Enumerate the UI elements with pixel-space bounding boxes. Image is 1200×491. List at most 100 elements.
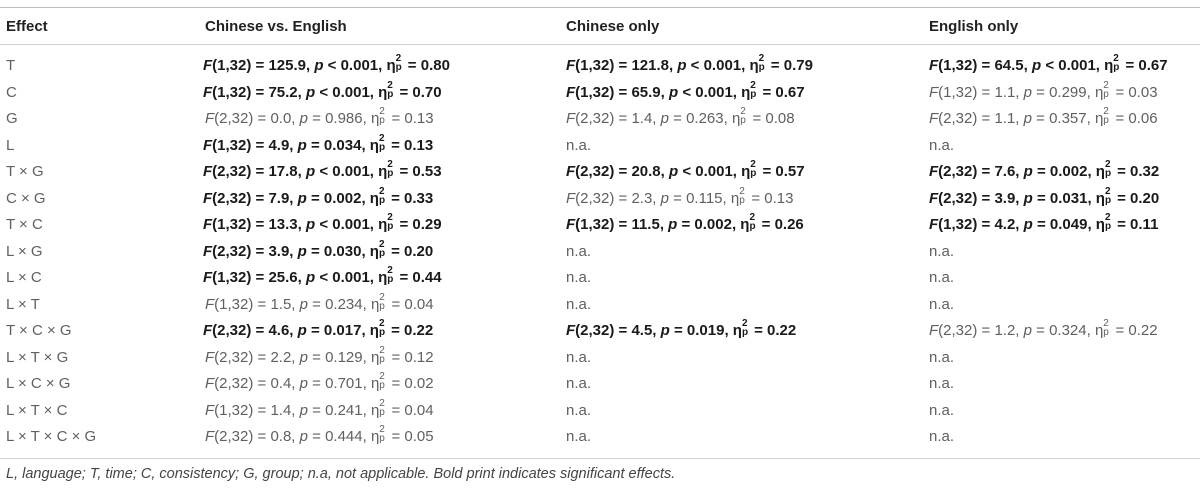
eta-char: η xyxy=(369,322,379,339)
eta-subscript: p xyxy=(1103,327,1109,338)
eta-char: η xyxy=(741,163,751,180)
eta-subscript: p xyxy=(1103,115,1109,126)
effect-label: L × C xyxy=(6,269,42,286)
eta-char: η xyxy=(1094,322,1104,339)
stat-df: (1,32) = 11.5, xyxy=(575,216,669,233)
effect-label: L × T × C × G xyxy=(6,428,97,445)
stat-p: p xyxy=(1023,216,1033,233)
stat-F: F xyxy=(566,322,576,339)
stat-F: F xyxy=(203,83,213,101)
stat-p: p xyxy=(299,348,308,366)
stat-ptext: = 0.031, xyxy=(1032,189,1096,207)
stat-cell: n.a. xyxy=(566,348,592,366)
eta-superscript: 2 xyxy=(1113,53,1119,64)
eta-superscript: 2 xyxy=(740,106,746,117)
effect-label: L × T × G xyxy=(6,348,69,366)
eta-subscript: p xyxy=(387,168,394,179)
stat-ptext: = 0.241, xyxy=(307,401,371,419)
table-header-row: Effect Chinese vs. English Chinese only … xyxy=(0,16,1200,38)
eta-subscript: p xyxy=(740,115,746,126)
effect-label: L × G xyxy=(6,242,43,260)
eta-superscript: 2 xyxy=(378,185,385,197)
eta-char: η xyxy=(1094,83,1104,101)
stat-cell: n.a. xyxy=(566,428,592,445)
stat-df: (2,32) = 2.2, xyxy=(214,348,300,366)
stat-df: (2,32) = 1.4, xyxy=(575,110,661,127)
eta-char: η xyxy=(741,83,751,101)
stat-eta-value: = 0.67 xyxy=(758,83,805,101)
stat-df: (2,32) = 2.3, xyxy=(575,189,661,207)
eta-char: η xyxy=(731,110,741,127)
eta-superscript: 2 xyxy=(387,79,393,91)
eta-subscript: p xyxy=(379,300,385,312)
stat-ptext: = 0.002, xyxy=(677,216,741,233)
eta-char: η xyxy=(369,136,379,154)
eta-subscript: p xyxy=(379,406,385,418)
stat-df: (2,32) = 7.6, xyxy=(938,163,1024,180)
eta-char: η xyxy=(1094,110,1104,127)
eta-superscript: 2 xyxy=(750,159,756,170)
stat-p: p xyxy=(297,242,307,260)
stat-eta-value: = 0.80 xyxy=(403,57,450,74)
stat-ptext: < 0.001, xyxy=(315,269,379,286)
stat-cell: n.a. xyxy=(566,295,592,313)
stat-df: (2,32) = 3.9, xyxy=(938,189,1024,207)
effect-label: T × C xyxy=(6,216,43,233)
eta-char: η xyxy=(749,57,759,74)
stat-ptext: = 0.030, xyxy=(306,242,370,260)
stat-p: p xyxy=(297,136,307,154)
eta-subscript: p xyxy=(379,433,385,444)
stat-df: (1,32) = 4.9, xyxy=(212,136,298,154)
table-footnote: L, language; T, time; C, consistency; G,… xyxy=(6,466,676,482)
stat-p: p xyxy=(660,110,669,127)
eta-superscript: 2 xyxy=(1103,318,1109,329)
eta-subscript: p xyxy=(395,62,402,73)
stat-df: (1,32) = 13.3, xyxy=(212,216,306,233)
eta-superscript: 2 xyxy=(1104,212,1111,223)
stat-eta-value: = 0.05 xyxy=(387,428,434,445)
stat-eta-value: = 0.22 xyxy=(386,322,434,339)
stat-df: (1,32) = 75.2, xyxy=(212,83,306,101)
stat-p: p xyxy=(1023,322,1032,339)
stat-F: F xyxy=(566,163,576,180)
stat-cell: n.a. xyxy=(566,401,592,419)
stat-df: (1,32) = 1.4, xyxy=(214,401,300,419)
eta-superscript: 2 xyxy=(741,318,748,329)
effect-label: L × T × C xyxy=(6,401,68,419)
stat-p: p xyxy=(660,189,669,207)
eta-superscript: 2 xyxy=(1104,159,1111,170)
stat-eta-value: = 0.03 xyxy=(1111,83,1158,101)
eta-superscript: 2 xyxy=(379,291,385,303)
stat-ptext: = 0.034, xyxy=(306,136,370,154)
stat-F: F xyxy=(566,57,576,74)
stat-F: F xyxy=(203,216,213,233)
eta-char: η xyxy=(386,57,396,74)
stat-ptext: = 0.017, xyxy=(306,322,370,339)
eta-subscript: p xyxy=(741,327,749,338)
stat-ptext: = 0.444, xyxy=(307,428,371,445)
stat-p: p xyxy=(1031,57,1042,74)
stat-p: p xyxy=(1023,189,1033,207)
stat-eta-value: = 0.57 xyxy=(758,163,805,180)
stat-eta-value: = 0.20 xyxy=(1112,189,1160,207)
eta-superscript: 2 xyxy=(395,53,402,64)
eta-char: η xyxy=(378,269,388,286)
eta-subscript: p xyxy=(1113,62,1120,73)
